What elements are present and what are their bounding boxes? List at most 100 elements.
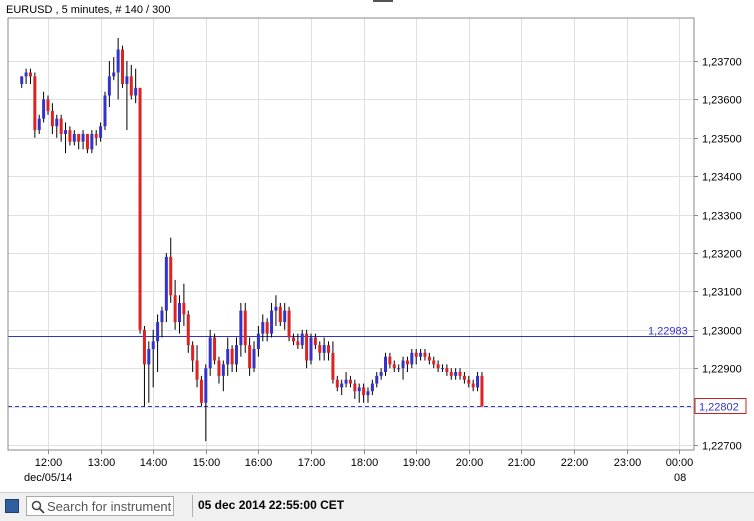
candle (134, 68, 138, 104)
candle (156, 314, 160, 373)
candle-body (384, 356, 388, 373)
top-marker (373, 0, 393, 2)
candle (467, 375, 471, 388)
search-input[interactable] (47, 498, 171, 514)
candle-body (33, 76, 37, 131)
candle-body (410, 352, 414, 365)
candle-body (348, 379, 352, 384)
candle-body (462, 375, 466, 380)
search-icon (31, 500, 45, 514)
candle-body (99, 126, 103, 138)
candle (164, 253, 168, 323)
candle (265, 318, 269, 342)
candle (243, 302, 247, 353)
candle (462, 372, 466, 384)
candle-body (405, 360, 409, 365)
candle-body (296, 341, 300, 346)
candle-body (129, 76, 133, 96)
candle (37, 114, 41, 134)
candle (151, 329, 155, 388)
candle (313, 333, 317, 349)
candle (454, 368, 458, 380)
candle-body (147, 349, 151, 365)
candle-body (476, 375, 480, 388)
candle (199, 375, 203, 407)
candle-body (370, 383, 374, 392)
candle (138, 87, 142, 334)
candle-body (313, 337, 317, 346)
candle-body (427, 356, 431, 361)
candle (458, 368, 462, 380)
candle (388, 352, 392, 369)
candle-body (46, 99, 50, 111)
candle-body (77, 133, 81, 142)
candle-body (37, 118, 41, 131)
candle-body (379, 372, 383, 376)
x-tick-label: 15:00 (193, 457, 221, 469)
x-tick-label: 14:00 (140, 457, 168, 469)
candle-body (300, 333, 304, 346)
candle (173, 279, 177, 330)
candle-body (471, 383, 475, 388)
candle-body (283, 310, 287, 323)
candle-body (59, 118, 63, 134)
app-menu-icon[interactable] (5, 499, 19, 513)
x-tick-label: 18:00 (351, 457, 379, 469)
candle (125, 61, 129, 131)
candle-body (458, 372, 462, 376)
candle (384, 352, 388, 376)
candle (357, 383, 361, 403)
candle (327, 341, 331, 361)
y-tick-label: 1,23500 (702, 134, 742, 146)
candle (195, 345, 199, 388)
candle-body (362, 387, 366, 396)
candle (419, 349, 423, 361)
candle-body (85, 133, 89, 150)
x-tick-label: 13:00 (88, 457, 116, 469)
candle (72, 130, 76, 146)
candle (213, 333, 217, 365)
candle (287, 306, 291, 342)
candle (99, 122, 103, 142)
candle-body (94, 133, 98, 138)
candle-body (265, 322, 269, 334)
candle (476, 372, 480, 392)
candle-body (445, 368, 449, 373)
candle (191, 341, 195, 373)
candle (445, 364, 449, 376)
candle (103, 91, 107, 131)
candle-body (68, 130, 72, 142)
candle (147, 341, 151, 403)
search-box[interactable] (26, 496, 174, 516)
candle (169, 237, 173, 303)
candle-body (169, 256, 173, 296)
candle-body (221, 364, 225, 376)
candle (436, 360, 440, 373)
candle (322, 337, 326, 361)
candle-body (217, 360, 221, 376)
candle-body (151, 341, 155, 349)
candle-body (340, 383, 344, 388)
candle-body (331, 352, 335, 380)
candle-body (208, 337, 212, 369)
candle (90, 130, 94, 154)
x-tick-label: 16:00 (245, 457, 273, 469)
candle (129, 64, 133, 100)
candle-body (454, 372, 458, 376)
candle (204, 364, 208, 442)
candle (68, 126, 72, 146)
reference-lines: 1,22983 (8, 326, 694, 407)
x-tick-label: 21:00 (508, 457, 536, 469)
x-tick-label: 12:00 (35, 457, 63, 469)
candle-body (199, 379, 203, 403)
candle (344, 372, 348, 388)
candle-body (239, 310, 243, 346)
candle (432, 356, 436, 369)
candle-body (121, 49, 125, 85)
candle-body (186, 314, 190, 346)
candle (142, 325, 146, 407)
candle-body (213, 337, 217, 361)
candle-body (72, 133, 76, 142)
candle (33, 72, 37, 138)
candle (414, 349, 418, 365)
